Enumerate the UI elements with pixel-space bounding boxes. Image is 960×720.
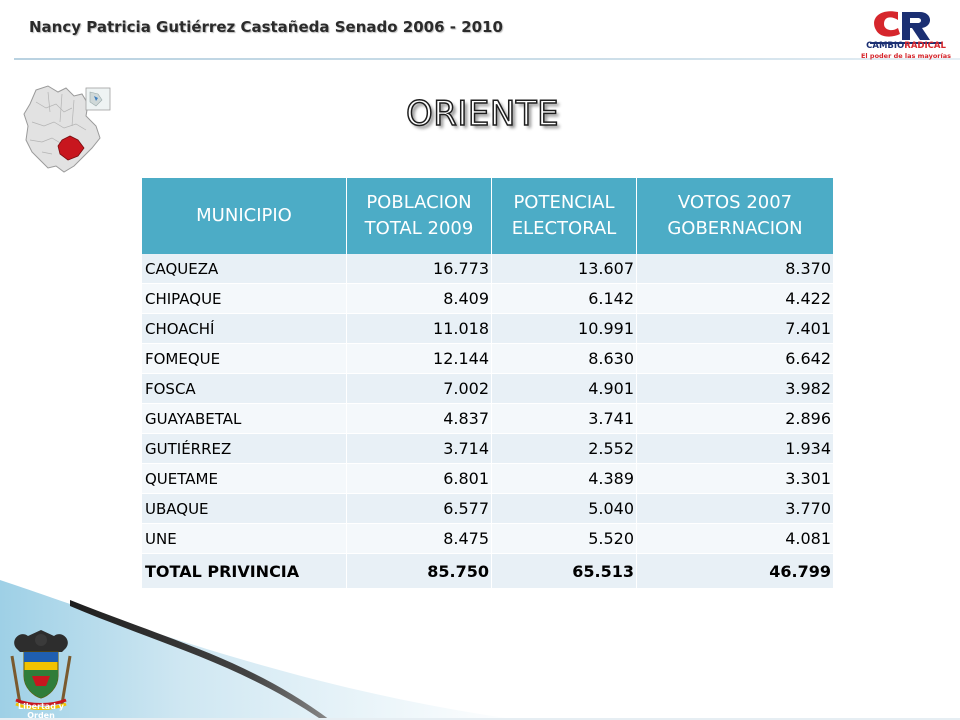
cell-votos: 3.770	[636, 493, 833, 524]
cell-municipio: QUETAME	[142, 463, 347, 494]
table-row: GUTIÉRREZ 3.714 2.552 1.934	[142, 433, 833, 464]
municipality-table: MUNICIPIO POBLACION TOTAL 2009 POTENCIAL…	[142, 178, 833, 589]
cell-votos: 3.301	[636, 463, 833, 494]
cell-potencial: 8.630	[491, 343, 637, 374]
cell-potencial: 3.741	[491, 403, 637, 434]
decorative-swoosh	[0, 580, 960, 720]
logo-tagline: El poder de las mayorías	[860, 52, 951, 60]
colombia-coat-of-arms-icon	[10, 630, 72, 710]
region-map-icon	[23, 85, 111, 173]
cell-votos: 1.934	[636, 433, 833, 464]
cell-poblacion: 6.577	[346, 493, 492, 524]
table-row: FOSCA 7.002 4.901 3.982	[142, 373, 833, 404]
cell-poblacion: 11.018	[346, 313, 492, 344]
cell-municipio: UBAQUE	[142, 493, 347, 524]
cell-potencial: 5.520	[491, 523, 637, 554]
cell-potencial: 4.901	[491, 373, 637, 404]
table-row: CHOACHÍ 11.018 10.991 7.401	[142, 313, 833, 344]
coat-of-arms-label: Libertad y Orden	[18, 702, 64, 720]
region-title: ORIENTE	[405, 93, 560, 135]
cell-poblacion: 3.714	[346, 433, 492, 464]
cell-municipio: FOSCA	[142, 373, 347, 404]
cell-votos: 8.370	[636, 254, 833, 284]
logo-word-cambio: CAMBIO	[866, 41, 905, 51]
cell-votos: 2.896	[636, 403, 833, 434]
cell-poblacion: 8.475	[346, 523, 492, 554]
logo-wordmark: CAMBIORADICAL	[856, 42, 956, 51]
cell-votos: 4.422	[636, 283, 833, 314]
column-header-votos: VOTOS 2007 GOBERNACION	[636, 178, 833, 254]
cell-votos: 3.982	[636, 373, 833, 404]
column-header-potencial: POTENCIAL ELECTORAL	[491, 178, 637, 254]
cell-municipio: CHIPAQUE	[142, 283, 347, 314]
cell-poblacion: 8.409	[346, 283, 492, 314]
cell-potencial: 4.389	[491, 463, 637, 494]
table-row: CAQUEZA 16.773 13.607 8.370	[142, 254, 833, 284]
table-row: CHIPAQUE 8.409 6.142 4.422	[142, 283, 833, 314]
cell-municipio: GUAYABETAL	[142, 403, 347, 434]
cell-municipio: CAQUEZA	[142, 254, 347, 284]
table-header-row: MUNICIPIO POBLACION TOTAL 2009 POTENCIAL…	[142, 178, 833, 254]
cell-potencial: 2.552	[491, 433, 637, 464]
cell-municipio: GUTIÉRREZ	[142, 433, 347, 464]
cell-municipio: CHOACHÍ	[142, 313, 347, 344]
cell-potencial: 5.040	[491, 493, 637, 524]
table-row: UNE 8.475 5.520 4.081	[142, 523, 833, 554]
header-divider	[14, 58, 960, 60]
column-header-poblacion: POBLACION TOTAL 2009	[346, 178, 492, 254]
column-header-municipio: MUNICIPIO	[142, 178, 347, 254]
cell-total-potencial: 65.513	[491, 553, 637, 589]
logo-word-radical: RADICAL	[904, 41, 946, 51]
cell-votos: 7.401	[636, 313, 833, 344]
cell-municipio: UNE	[142, 523, 347, 554]
table-row: FOMEQUE 12.144 8.630 6.642	[142, 343, 833, 374]
presentation-header-title: Nancy Patricia Gutiérrez Castañeda Senad…	[29, 18, 503, 36]
cell-poblacion: 16.773	[346, 254, 492, 284]
cell-total-label: TOTAL PRIVINCIA	[142, 553, 347, 589]
cell-potencial: 6.142	[491, 283, 637, 314]
table-row: UBAQUE 6.577 5.040 3.770	[142, 493, 833, 524]
table-row: GUAYABETAL 4.837 3.741 2.896	[142, 403, 833, 434]
cell-potencial: 13.607	[491, 254, 637, 284]
cell-total-poblacion: 85.750	[346, 553, 492, 589]
cell-municipio: FOMEQUE	[142, 343, 347, 374]
cell-votos: 4.081	[636, 523, 833, 554]
cell-poblacion: 7.002	[346, 373, 492, 404]
logo-mark-icon	[870, 11, 942, 44]
cell-total-votos: 46.799	[636, 553, 833, 589]
table-row: QUETAME 6.801 4.389 3.301	[142, 463, 833, 494]
cell-poblacion: 12.144	[346, 343, 492, 374]
cell-poblacion: 4.837	[346, 403, 492, 434]
cell-poblacion: 6.801	[346, 463, 492, 494]
table-total-row: TOTAL PRIVINCIA 85.750 65.513 46.799	[142, 553, 833, 589]
cambio-radical-logo: CAMBIORADICAL El poder de las mayorías	[856, 6, 956, 62]
cell-potencial: 10.991	[491, 313, 637, 344]
cell-votos: 6.642	[636, 343, 833, 374]
